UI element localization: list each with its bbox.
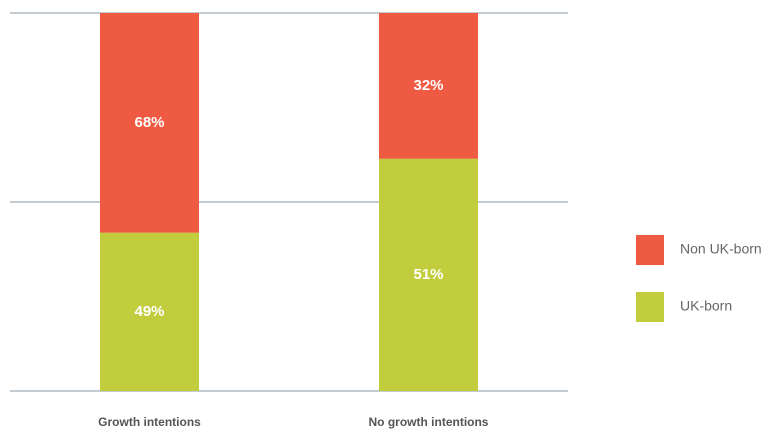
value-label: 32% (413, 77, 443, 94)
value-label: 51% (413, 266, 443, 283)
bar-segment (100, 232, 199, 391)
legend-swatch (636, 292, 664, 322)
legend-swatch (636, 235, 664, 265)
bar-segment (379, 158, 478, 391)
bar-segment (100, 13, 199, 233)
legend-label: Non UK-born (680, 241, 762, 257)
bar-segment (379, 13, 478, 159)
legend-label: UK-born (680, 298, 732, 314)
x-tick-label: No growth intentions (369, 415, 489, 429)
x-tick-label: Growth intentions (98, 415, 201, 429)
value-label: 68% (134, 114, 164, 131)
value-label: 49% (134, 303, 164, 320)
